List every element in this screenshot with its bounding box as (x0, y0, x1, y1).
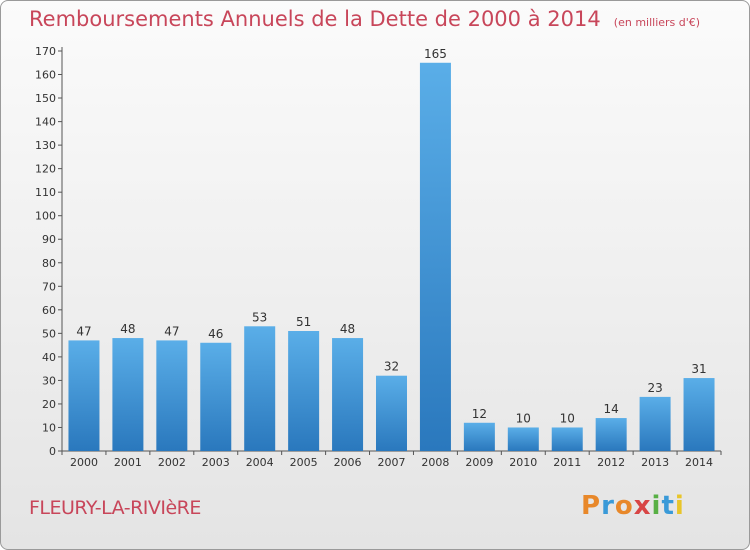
bar-2007 (376, 375, 407, 451)
y-tick-label: 120 (35, 163, 56, 176)
bar-2011 (551, 427, 583, 451)
data-label-2004: 53 (252, 310, 267, 324)
data-label-2011: 10 (560, 411, 575, 425)
proxiti-logo: Proxiti (581, 491, 685, 521)
bar-2009 (463, 422, 495, 451)
bar-2002 (156, 340, 188, 451)
x-tick-label-2012: 2012 (597, 456, 625, 469)
bar-2000 (68, 340, 100, 451)
y-tick-label: 70 (42, 280, 56, 293)
axes: 0 10 20 30 40 50 60 70 80 90 100 110 120 130 140 150 160… (35, 45, 722, 469)
x-tick-label-2003: 2003 (202, 456, 230, 469)
bar-2003 (200, 342, 232, 451)
y-tick-label: 170 (35, 45, 56, 58)
data-label-2010: 10 (516, 411, 531, 425)
y-tick-label: 50 (42, 327, 56, 340)
data-label-2008: 165 (424, 47, 447, 61)
data-label-2001: 48 (120, 322, 135, 336)
y-tick-label: 40 (42, 351, 56, 364)
data-label-2013: 23 (647, 381, 662, 395)
data-label-2009: 12 (472, 407, 487, 421)
bar-2014 (683, 378, 715, 451)
x-tick-label-2009: 2009 (465, 456, 493, 469)
y-tick-label: 110 (35, 186, 56, 199)
data-label-2003: 46 (208, 327, 223, 341)
bars: 47 48 47 46 53 51 48 32 165 12 10 10 14 23 31 (68, 47, 715, 451)
bar-2010 (507, 427, 539, 451)
data-label-2000: 47 (76, 324, 91, 338)
logo-letter: i (651, 491, 662, 521)
x-tick-label-2000: 2000 (70, 456, 98, 469)
logo-letter: r (601, 491, 615, 521)
bar-2008 (419, 62, 451, 451)
logo-letter: i (674, 491, 685, 521)
title-row: Remboursements Annuels de la Dette de 20… (29, 7, 700, 31)
x-tick-label-2010: 2010 (509, 456, 537, 469)
y-tick-label: 160 (35, 69, 56, 82)
data-label-2005: 51 (296, 315, 311, 329)
logo-letter: t (661, 491, 675, 521)
bar-2012 (595, 418, 627, 451)
bar-2004 (244, 326, 276, 451)
chart-subtitle: (en milliers d'€) (613, 16, 701, 29)
data-label-2002: 47 (164, 324, 179, 338)
x-tick-label-2011: 2011 (553, 456, 581, 469)
y-tick-label: 130 (35, 139, 56, 152)
x-tick-label-2014: 2014 (685, 456, 713, 469)
y-tick-label: 0 (49, 445, 56, 458)
data-label-2007: 32 (384, 360, 399, 374)
commune-name: FLEURY-LA-RIVIèRE (29, 497, 201, 519)
data-label-2012: 14 (604, 402, 619, 416)
y-tick-label: 100 (35, 210, 56, 223)
y-tick-label: 150 (35, 92, 56, 105)
y-tick-label: 30 (42, 374, 56, 387)
y-tick-label: 140 (35, 116, 56, 129)
data-label-2006: 48 (340, 322, 355, 336)
x-tick-label-2007: 2007 (378, 456, 406, 469)
bar-2001 (112, 338, 144, 451)
x-tick-label-2004: 2004 (246, 456, 274, 469)
bar-2006 (332, 338, 364, 451)
y-tick-label: 20 (42, 398, 56, 411)
data-label-2014: 31 (691, 362, 706, 376)
chart-title: Remboursements Annuels de la Dette de 20… (29, 7, 601, 31)
x-tick-label-2006: 2006 (334, 456, 362, 469)
bar-2013 (639, 396, 671, 451)
x-tick-label-2008: 2008 (421, 456, 449, 469)
x-tick-label-2002: 2002 (158, 456, 186, 469)
logo-letter: P (581, 491, 602, 521)
y-tick-label: 10 (42, 421, 56, 434)
x-tick-label-2013: 2013 (641, 456, 669, 469)
logo-letter: o (614, 491, 634, 521)
x-tick-label-2001: 2001 (114, 456, 142, 469)
y-tick-label: 90 (42, 233, 56, 246)
y-tick-label: 80 (42, 257, 56, 270)
logo-letter: x (633, 491, 652, 521)
bar-2005 (288, 331, 320, 451)
x-tick-label-2005: 2005 (290, 456, 318, 469)
y-tick-label: 60 (42, 304, 56, 317)
